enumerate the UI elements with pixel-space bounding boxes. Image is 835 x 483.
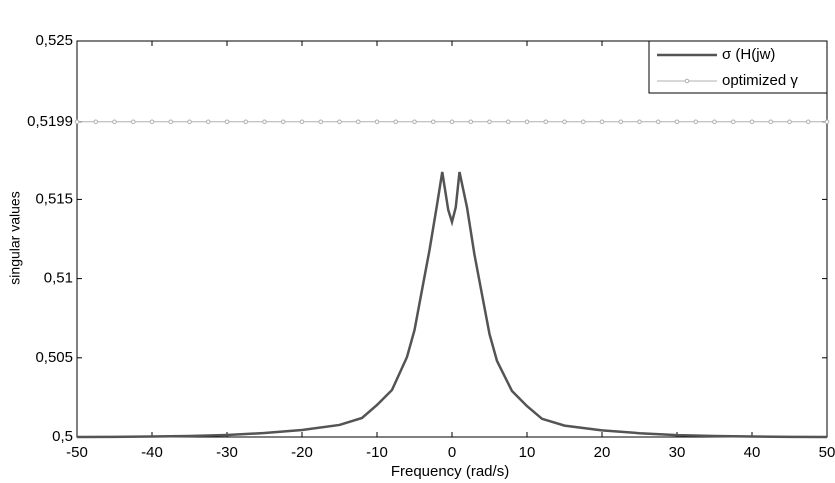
series-line [76, 171, 828, 439]
point [524, 119, 530, 125]
point [187, 119, 192, 125]
legend-label: optimized γ [722, 72, 798, 89]
point [787, 119, 792, 125]
point [224, 119, 230, 125]
point [112, 119, 117, 125]
x-tick-label: -10 [366, 444, 388, 461]
point [337, 119, 342, 125]
point [412, 119, 417, 125]
y-tick-label: 0,505 [35, 349, 73, 366]
x-tick-label: -50 [66, 444, 88, 461]
y-tick-label: 0,5199 [27, 113, 73, 130]
point [618, 119, 624, 125]
point [693, 119, 699, 125]
point [768, 119, 774, 125]
point [505, 119, 511, 125]
point [805, 119, 811, 125]
point [430, 119, 436, 125]
legend-label: σ (H(jw) [722, 46, 775, 63]
y-tick-label: 0,515 [35, 190, 73, 207]
point [93, 119, 99, 125]
x-tick-label: -40 [141, 444, 163, 461]
point [580, 119, 586, 125]
x-tick-label: 50 [819, 444, 835, 461]
legend-marker [684, 78, 690, 84]
x-tick-label: 20 [594, 444, 611, 461]
point [130, 119, 136, 125]
legend-box [648, 40, 828, 94]
plot-area [76, 40, 828, 438]
point [487, 119, 492, 125]
y-tick-label: 0,525 [35, 32, 73, 49]
point [543, 119, 549, 125]
point [74, 119, 80, 125]
point [243, 119, 249, 125]
point [468, 119, 474, 125]
point [318, 119, 324, 125]
x-tick-label: -30 [216, 444, 238, 461]
x-tick-label: 40 [744, 444, 761, 461]
point [374, 119, 380, 125]
point [599, 119, 605, 125]
point [749, 119, 755, 125]
point [674, 119, 680, 125]
point [299, 119, 305, 125]
point [562, 119, 567, 125]
point [655, 119, 661, 125]
point [712, 119, 717, 125]
point [262, 119, 267, 125]
point [730, 119, 736, 125]
y-axis-label: singular values [7, 191, 23, 284]
point [205, 119, 211, 125]
point [393, 119, 399, 125]
point [824, 119, 830, 125]
x-tick-label: -20 [291, 444, 313, 461]
x-axis-label: Frequency (rad/s) [391, 463, 509, 480]
point [449, 119, 455, 125]
point [149, 119, 155, 125]
x-tick-label: 10 [519, 444, 536, 461]
point [355, 119, 361, 125]
x-tick-label: 30 [669, 444, 686, 461]
point [168, 119, 174, 125]
point [637, 119, 642, 125]
y-tick-label: 0,51 [44, 270, 73, 287]
x-tick-label: 0 [448, 444, 456, 461]
y-tick-label: 0,5 [52, 428, 73, 445]
point [280, 119, 286, 125]
